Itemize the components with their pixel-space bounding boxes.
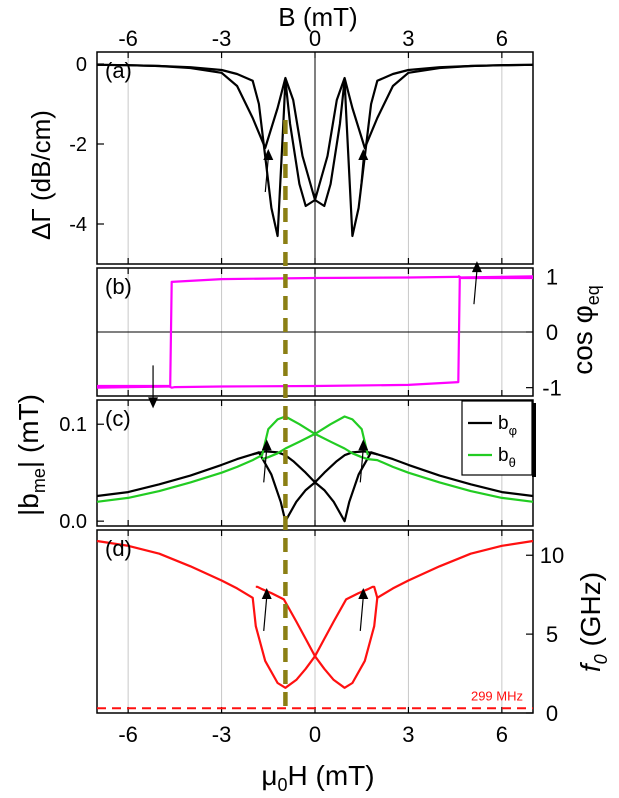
panel-a-arrow-1	[358, 149, 369, 193]
panel-a-arrow-0-head	[263, 149, 274, 160]
bottom-axis-tick-label: -3	[212, 722, 232, 747]
panel-b-ytick-label: 0	[546, 320, 558, 345]
panel-b-arrow-1-shaft	[473, 270, 478, 305]
panel-c-arrow-0-head	[261, 439, 272, 451]
panel-d-arrow-1-shaft	[359, 596, 364, 632]
panel-c-legend-label-0: bφ	[498, 413, 517, 438]
top-axis-tick-label: 3	[402, 26, 414, 51]
panel-b-series-1	[97, 275, 534, 389]
panel-d-ytick-label: 5	[546, 622, 558, 647]
panel-c-series-2	[314, 450, 378, 484]
bottom-axis-tick-label: -6	[118, 722, 138, 747]
panel-d-ytick-label: 0	[546, 701, 558, 726]
bottom-axis-tick-label: 6	[496, 722, 508, 747]
panel-b-label: (b)	[105, 274, 132, 299]
panel-d-series-1	[255, 585, 379, 689]
panel-b-ytick-label: 1	[546, 264, 558, 289]
bottom-axis-tick-label: 0	[309, 722, 321, 747]
panel-c-ylabel: |bme| (mT)	[13, 394, 49, 516]
panel-a-series-1	[96, 63, 534, 238]
panel-c-arrow-0-shaft	[263, 448, 268, 483]
panel-c-legend-box	[461, 400, 533, 476]
panel-a-ytick-label: -2	[69, 134, 87, 156]
top-axis-tick-label: -6	[118, 26, 138, 51]
panel-c-label: (c)	[105, 406, 131, 431]
top-axis-tick-label: -3	[212, 26, 232, 51]
panel-c-arrow-0	[261, 439, 272, 483]
panel-d-label: (d)	[105, 536, 132, 561]
panel-b-ylabel: cos φeq	[567, 285, 603, 375]
panel-b-arrow-1-head	[471, 261, 482, 273]
panel-a-arrow-1-shaft	[359, 157, 364, 193]
panel-a-ytick-label: -4	[69, 214, 87, 236]
panel-d-arrow-0-head	[261, 587, 272, 599]
bottom-axis-label: μ0H (mT)	[261, 760, 374, 795]
panel-d-arrow-1-head	[358, 587, 369, 599]
panel-c-ytick-label: 0.1	[59, 414, 87, 436]
panel-c-arrow-1-shaft	[359, 448, 364, 483]
panel-b-arrow-1	[471, 261, 482, 305]
panel-a-arrow-1-head	[358, 149, 369, 160]
panel-c-series-4	[261, 415, 369, 461]
top-axis-label: B (mT)	[278, 2, 357, 32]
panel-c-arrow-1-head	[358, 439, 369, 451]
panel-b-arrow-0-head	[148, 397, 159, 409]
panel-a-label: (a)	[105, 58, 132, 83]
panel-d-arrow-1	[358, 587, 369, 632]
panel-a-series-0	[96, 63, 534, 238]
panel-d-hline-label: 299 MHz	[471, 688, 523, 703]
panel-a-arrow-0-shaft	[264, 157, 269, 193]
top-axis-tick-label: 6	[496, 26, 508, 51]
panel-c-ytick-label: 0.0	[59, 511, 87, 533]
panel-d-arrow-0-shaft	[263, 596, 268, 632]
panel-d-ytick-label: 10	[540, 543, 564, 568]
panel-c-arrow-1	[358, 439, 369, 483]
panel-a-ytick-label: 0	[76, 54, 87, 76]
panel-d-ylabel: f0 (GHz)	[575, 572, 611, 672]
bottom-axis-tick-label: 3	[402, 722, 414, 747]
panel-c-legend-label-1: bθ	[498, 445, 516, 470]
panel-a-ylabel: ΔΓ (dB/cm)	[26, 110, 56, 240]
panel-d-arrow-0	[261, 587, 272, 632]
panel-b-ytick-label: -1	[542, 376, 562, 401]
top-axis-tick-label: 0	[309, 26, 321, 51]
panel-d-series-0	[96, 539, 534, 689]
panel-a-arrow-0	[263, 149, 274, 193]
